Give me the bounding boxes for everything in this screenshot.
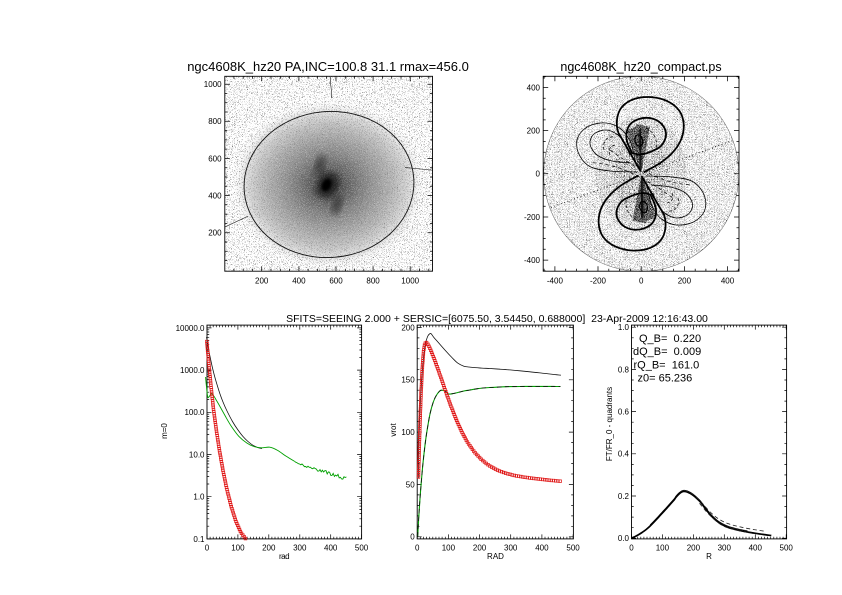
svg-text:300: 300 bbox=[718, 544, 732, 553]
svg-text:200: 200 bbox=[208, 229, 222, 238]
svg-text:500: 500 bbox=[566, 544, 580, 553]
svg-text:RAD: RAD bbox=[487, 552, 504, 561]
svg-text:SFITS=SEEING 2.000 + SERSIC=[6: SFITS=SEEING 2.000 + SERSIC=[6075.50, 3.… bbox=[286, 313, 708, 325]
svg-text:200: 200 bbox=[255, 277, 269, 286]
svg-text:400: 400 bbox=[292, 277, 306, 286]
svg-text:0: 0 bbox=[410, 533, 415, 542]
svg-text:0.1: 0.1 bbox=[193, 535, 205, 544]
svg-text:100: 100 bbox=[231, 544, 245, 553]
svg-text:0.6: 0.6 bbox=[618, 408, 630, 417]
svg-text:400: 400 bbox=[527, 83, 541, 92]
svg-text:ngc4608K_hz20 PA,INC=100.8 31.: ngc4608K_hz20 PA,INC=100.8 31.1 rmax=456… bbox=[187, 59, 469, 74]
svg-text:dQ_B= 0.009: dQ_B= 0.009 bbox=[633, 346, 701, 358]
svg-text:400: 400 bbox=[721, 277, 735, 286]
svg-text:300: 300 bbox=[504, 544, 518, 553]
svg-text:rQ_B= 161.0: rQ_B= 161.0 bbox=[634, 359, 700, 371]
svg-text:Q_B= 0.220: Q_B= 0.220 bbox=[639, 333, 701, 345]
svg-text:-400: -400 bbox=[524, 256, 541, 265]
svg-text:400: 400 bbox=[324, 544, 338, 553]
svg-text:0: 0 bbox=[205, 544, 210, 553]
svg-text:R: R bbox=[706, 552, 712, 561]
svg-text:800: 800 bbox=[366, 277, 380, 286]
svg-text:0: 0 bbox=[639, 277, 644, 286]
svg-text:600: 600 bbox=[208, 154, 222, 163]
svg-text:1.0: 1.0 bbox=[618, 323, 630, 332]
svg-text:m=0: m=0 bbox=[160, 423, 169, 439]
svg-text:200: 200 bbox=[678, 277, 692, 286]
svg-text:rad: rad bbox=[279, 552, 289, 561]
svg-text:200: 200 bbox=[527, 127, 541, 136]
svg-text:400: 400 bbox=[208, 191, 222, 200]
svg-text:FT/FR_0 - quadrants: FT/FR_0 - quadrants bbox=[605, 387, 614, 461]
svg-text:10000.0: 10000.0 bbox=[176, 324, 205, 333]
svg-text:1000: 1000 bbox=[401, 277, 419, 286]
svg-text:800: 800 bbox=[208, 117, 222, 126]
svg-text:200: 200 bbox=[473, 544, 487, 553]
svg-text:100: 100 bbox=[656, 544, 670, 553]
svg-text:z0= 65.236: z0= 65.236 bbox=[638, 373, 693, 385]
svg-text:ngc4608K_hz20_compact.ps: ngc4608K_hz20_compact.ps bbox=[560, 60, 721, 74]
svg-text:0.4: 0.4 bbox=[618, 450, 630, 459]
svg-text:600: 600 bbox=[329, 277, 343, 286]
svg-text:100.0: 100.0 bbox=[184, 408, 205, 417]
svg-text:-200: -200 bbox=[590, 277, 607, 286]
svg-text:100: 100 bbox=[401, 428, 415, 437]
svg-text:300: 300 bbox=[293, 544, 307, 553]
svg-text:0: 0 bbox=[536, 170, 541, 179]
svg-text:vrot: vrot bbox=[389, 423, 398, 437]
svg-text:500: 500 bbox=[780, 544, 794, 553]
svg-text:50: 50 bbox=[406, 480, 415, 489]
svg-text:500: 500 bbox=[355, 544, 369, 553]
svg-text:1.0: 1.0 bbox=[193, 493, 205, 502]
svg-text:200: 200 bbox=[401, 323, 415, 332]
svg-text:10.0: 10.0 bbox=[189, 450, 205, 459]
svg-text:0: 0 bbox=[629, 544, 634, 553]
svg-text:-400: -400 bbox=[547, 277, 564, 286]
svg-text:0.0: 0.0 bbox=[618, 534, 630, 543]
svg-text:1000.0: 1000.0 bbox=[180, 366, 205, 375]
svg-text:100: 100 bbox=[442, 544, 456, 553]
svg-text:400: 400 bbox=[749, 544, 763, 553]
svg-text:200: 200 bbox=[687, 544, 701, 553]
svg-text:200: 200 bbox=[262, 544, 276, 553]
svg-text:0: 0 bbox=[415, 544, 420, 553]
svg-text:-200: -200 bbox=[524, 213, 541, 222]
svg-text:400: 400 bbox=[535, 544, 549, 553]
svg-text:0.8: 0.8 bbox=[618, 365, 630, 374]
svg-text:0.2: 0.2 bbox=[618, 492, 630, 501]
svg-text:1000: 1000 bbox=[204, 80, 222, 89]
svg-text:150: 150 bbox=[401, 376, 415, 385]
